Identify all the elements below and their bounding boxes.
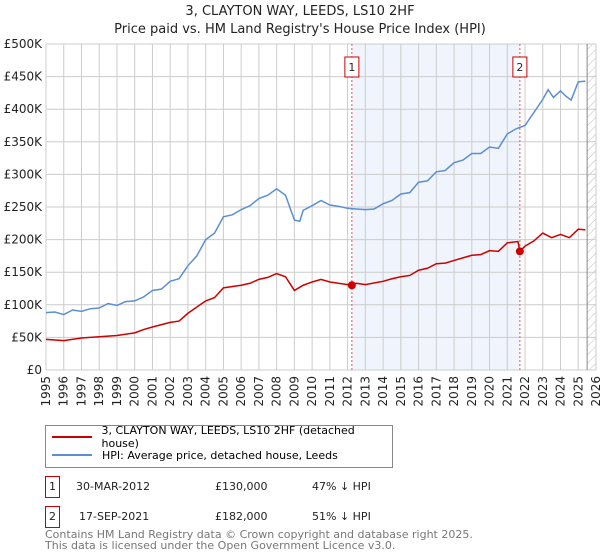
sale-point [515, 247, 524, 256]
x-tick-label: 2019 [465, 376, 479, 407]
footer-line: This data is licensed under the Open Gov… [45, 539, 396, 552]
legend: 3, CLAYTON WAY, LEEDS, LS10 2HF (detache… [45, 424, 393, 468]
legend-label: HPI: Average price, detached house, Leed… [102, 448, 338, 462]
x-tick-label: 2024 [554, 376, 568, 407]
y-tick-label: £250K [4, 200, 44, 214]
footer-line: Contains HM Land Registry data © Crown c… [45, 528, 473, 541]
x-tick-label: 2017 [429, 376, 443, 407]
x-tick-label: 2026 [589, 376, 600, 407]
x-tick-label: 2007 [252, 376, 266, 407]
x-tick-label: 1999 [110, 376, 124, 407]
x-tick-label: 1998 [92, 376, 106, 407]
x-tick-label: 2000 [128, 376, 142, 407]
legend-item-property: 3, CLAYTON WAY, LEEDS, LS10 2HF (detache… [52, 424, 392, 450]
x-tick-label: 2012 [341, 376, 355, 407]
legend-swatch-blue [52, 454, 92, 456]
y-tick-label: £100K [4, 298, 44, 312]
y-tick-label: £200K [4, 233, 44, 247]
footer: Contains HM Land Registry data © Crown c… [45, 529, 473, 551]
x-tick-label: 1997 [74, 376, 88, 407]
x-tick-label: 1995 [39, 376, 53, 407]
x-tick-label: 2021 [500, 376, 514, 407]
y-tick-label: £400K [4, 102, 44, 116]
legend-label: 3, CLAYTON WAY, LEEDS, LS10 2HF (detache… [101, 424, 355, 450]
y-tick-label: £150K [4, 265, 44, 279]
x-tick-label: 2016 [412, 376, 426, 407]
x-tick-label: 2013 [358, 376, 372, 407]
x-tick-label: 2001 [145, 376, 159, 407]
series-line [45, 80, 586, 316]
x-tick-label: 1996 [57, 376, 71, 407]
x-tick-label: 2003 [181, 376, 195, 407]
sale-badge: 2 [45, 506, 60, 528]
sale-price: £130,000 [215, 480, 268, 493]
sale-badge: 1 [45, 476, 60, 498]
y-tick-label: £300K [4, 167, 44, 181]
y-tick-label: £50K [11, 330, 43, 344]
x-tick-label: 2004 [199, 376, 213, 407]
sale-diff: 51% ↓ HPI [312, 510, 371, 523]
y-tick-label: £500K [4, 37, 44, 51]
sale-price: £182,000 [215, 510, 268, 523]
x-tick-label: 2011 [323, 376, 337, 407]
x-tick-label: 2006 [234, 376, 248, 407]
legend-swatch-red [52, 436, 92, 438]
x-tick-label: 2018 [447, 376, 461, 407]
sale-marker-box [512, 56, 528, 78]
x-tick-label: 2020 [483, 376, 497, 407]
x-tick-label: 2014 [376, 376, 390, 407]
price-chart: 1995 1996 1997 1998 1999 2000 2001 2002 2003 2004… [4, 37, 600, 407]
legend-item-hpi: HPI: Average price, detached house, Leed… [52, 447, 338, 463]
series-line [45, 228, 586, 342]
chart-subtitle: Price paid vs. HM Land Registry's House … [114, 22, 486, 37]
x-tick-label: 2022 [518, 376, 532, 407]
sale-diff: 47% ↓ HPI [312, 480, 371, 493]
sale-marker-box [344, 56, 360, 78]
x-tick-label: 2009 [287, 376, 301, 407]
sale-point [347, 281, 356, 290]
x-tick-label: 2010 [305, 376, 319, 407]
y-tick-label: £450K [4, 70, 44, 84]
chart-title: 3, CLAYTON WAY, LEEDS, LS10 2HF [185, 4, 415, 19]
x-tick-label: 2002 [163, 376, 177, 407]
y-tick-label: £0 [27, 363, 42, 377]
sale-date: 17-SEP-2021 [79, 510, 150, 523]
x-tick-label: 2005 [216, 376, 230, 407]
x-tick-label: 2008 [270, 376, 284, 407]
sale-date: 30-MAR-2012 [76, 480, 151, 493]
sale-marker-label: 2 [516, 61, 523, 74]
x-tick-label: 2015 [394, 376, 408, 407]
sale-marker-label: 1 [348, 61, 355, 74]
x-tick-label: 2023 [536, 376, 550, 407]
y-tick-label: £350K [4, 135, 44, 149]
x-tick-label: 2025 [571, 376, 585, 407]
